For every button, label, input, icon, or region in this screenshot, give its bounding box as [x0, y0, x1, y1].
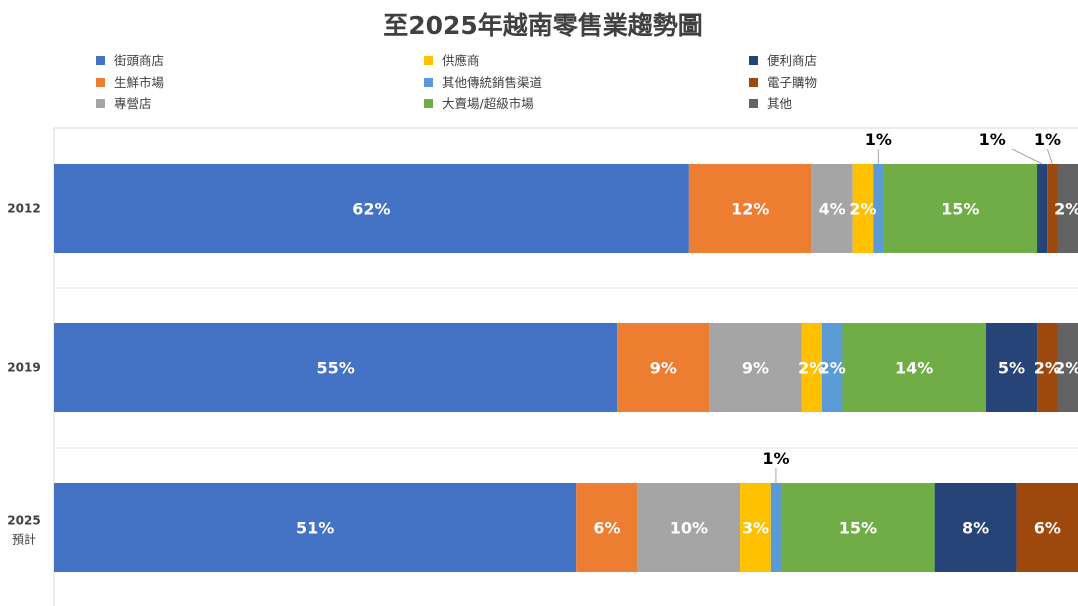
bar-segment — [883, 164, 1038, 253]
bar-segment — [740, 483, 771, 572]
bar-segment — [1057, 323, 1078, 412]
data-labels: 62%12%4%2%1%15%1%1%2%55%9%9%2%2%14%5%2%2… — [296, 130, 1078, 538]
legend-swatch — [96, 56, 105, 65]
chart-title: 至2025年越南零售業趨勢圖 — [383, 11, 703, 40]
bar-segment — [801, 323, 822, 412]
legend-swatch — [96, 99, 105, 108]
bar-segment — [54, 164, 689, 253]
legend-label: 街頭商店 — [114, 53, 164, 68]
bar-segment — [1016, 483, 1078, 572]
data-label-callout: 1% — [979, 130, 1006, 149]
bar-segment — [54, 483, 577, 572]
bar-segment — [1037, 323, 1058, 412]
bar-segment — [637, 483, 741, 572]
data-label-callout: 1% — [1034, 130, 1061, 149]
data-label: 3% — [742, 519, 769, 538]
legend-swatch — [424, 56, 433, 65]
data-label: 55% — [316, 359, 354, 378]
bar-segment — [54, 323, 618, 412]
data-label: 15% — [839, 519, 877, 538]
legend-label: 其他 — [767, 96, 793, 111]
data-label-callout: 1% — [865, 130, 892, 149]
data-label: 2% — [1054, 200, 1078, 219]
plot-area: 2012 2019 2025 預計 — [7, 127, 1078, 606]
y-tick-label: 2025 — [7, 514, 40, 528]
data-label: 9% — [650, 359, 677, 378]
legend-label: 生鮮市場 — [114, 75, 164, 90]
bar-segment — [985, 323, 1038, 412]
legend-label: 大賣場/超級市場 — [442, 96, 534, 111]
bar-segment — [1057, 164, 1078, 253]
data-label: 4% — [819, 200, 846, 219]
bar-segment — [770, 483, 782, 572]
bar-segment — [617, 323, 710, 412]
bar-segment — [852, 164, 874, 253]
legend-label: 供應商 — [442, 53, 480, 68]
legend-swatch — [749, 99, 758, 108]
bar-segment — [873, 164, 884, 253]
data-label: 10% — [670, 519, 708, 538]
bar-segment — [822, 323, 843, 412]
bar-segment — [781, 483, 935, 572]
bar-segment — [688, 164, 812, 253]
bars — [54, 164, 1078, 572]
data-label: 2% — [1034, 359, 1061, 378]
bar-segment — [1047, 164, 1058, 253]
legend-swatch — [96, 78, 105, 87]
data-label: 2% — [798, 359, 825, 378]
data-label: 15% — [941, 200, 979, 219]
legend-swatch — [424, 99, 433, 108]
bar-segment — [576, 483, 638, 572]
leader-line — [1011, 148, 1043, 165]
data-label: 5% — [998, 359, 1025, 378]
legend-label: 其他傳統銷售渠道 — [442, 75, 543, 90]
data-label: 51% — [296, 519, 334, 538]
legend-swatch — [424, 78, 433, 87]
bar-segment — [811, 164, 853, 253]
data-label: 2% — [1054, 359, 1078, 378]
data-label: 2% — [819, 359, 846, 378]
y-tick-sublabel: 預計 — [12, 532, 36, 547]
bar-segment — [709, 323, 802, 412]
data-label: 6% — [593, 519, 620, 538]
data-label: 6% — [1034, 519, 1061, 538]
y-tick-label: 2019 — [7, 361, 40, 375]
legend-label: 電子購物 — [767, 75, 817, 90]
legend-label: 專營店 — [114, 96, 152, 111]
data-label: 9% — [742, 359, 769, 378]
bar-segment — [934, 483, 1017, 572]
legend-label: 便利商店 — [767, 53, 817, 68]
data-label: 62% — [352, 200, 390, 219]
data-label-callout: 1% — [762, 449, 789, 468]
y-tick-label: 2012 — [7, 202, 40, 216]
bar-segment — [842, 323, 986, 412]
data-label: 12% — [731, 200, 769, 219]
data-label: 14% — [895, 359, 933, 378]
data-label: 2% — [849, 200, 876, 219]
legend-swatch — [749, 56, 758, 65]
leader-line — [1046, 148, 1053, 165]
bar-segment — [1037, 164, 1048, 253]
legend-swatch — [749, 78, 758, 87]
data-label: 8% — [962, 519, 989, 538]
